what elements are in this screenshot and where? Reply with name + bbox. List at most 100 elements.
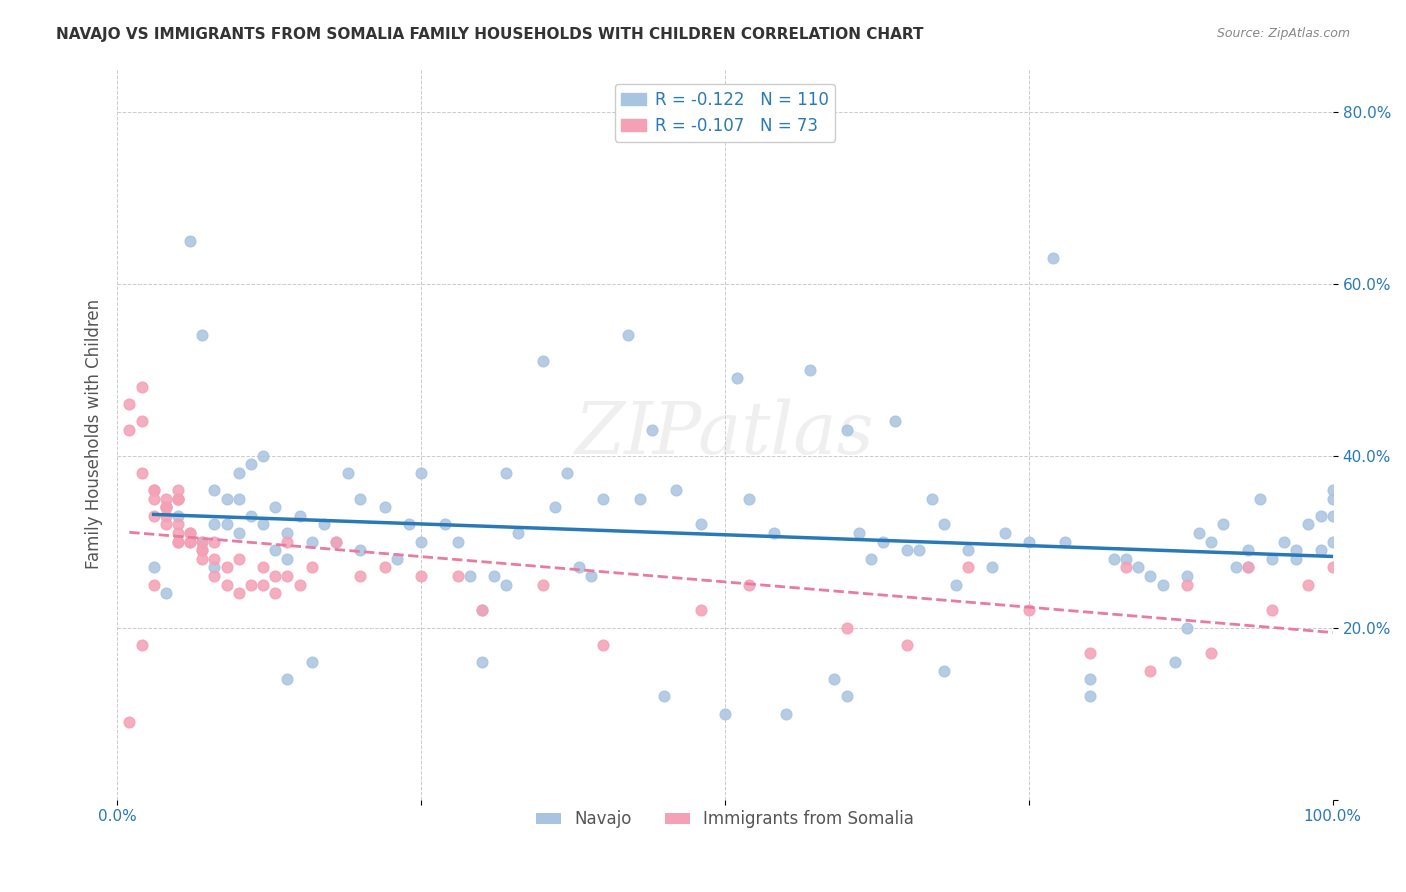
Point xyxy=(374,500,396,515)
Point xyxy=(1261,603,1284,617)
Point xyxy=(471,603,494,617)
Point xyxy=(1078,646,1101,660)
Point xyxy=(471,655,494,669)
Point xyxy=(191,551,214,566)
Point xyxy=(191,543,214,558)
Point xyxy=(799,362,821,376)
Point xyxy=(155,586,177,600)
Point xyxy=(349,491,371,506)
Point xyxy=(835,690,858,704)
Point xyxy=(981,560,1004,574)
Point xyxy=(1164,655,1187,669)
Point xyxy=(179,525,201,540)
Point xyxy=(142,577,165,591)
Point xyxy=(191,328,214,343)
Point xyxy=(1322,508,1344,523)
Point xyxy=(446,569,468,583)
Point xyxy=(131,380,153,394)
Point xyxy=(204,551,226,566)
Point xyxy=(1175,569,1198,583)
Point xyxy=(204,534,226,549)
Point xyxy=(1298,577,1320,591)
Point xyxy=(1261,551,1284,566)
Point xyxy=(252,577,274,591)
Point xyxy=(167,491,190,506)
Point xyxy=(179,534,201,549)
Point xyxy=(239,457,262,471)
Point xyxy=(228,525,250,540)
Point xyxy=(592,638,614,652)
Point xyxy=(495,577,517,591)
Point xyxy=(142,483,165,497)
Point xyxy=(228,551,250,566)
Point xyxy=(908,543,931,558)
Point xyxy=(495,466,517,480)
Point xyxy=(409,569,432,583)
Point xyxy=(191,534,214,549)
Point xyxy=(228,586,250,600)
Point xyxy=(228,491,250,506)
Point xyxy=(1188,525,1211,540)
Point xyxy=(896,638,918,652)
Point xyxy=(714,706,737,721)
Point xyxy=(264,500,287,515)
Point xyxy=(1309,508,1331,523)
Point xyxy=(1225,560,1247,574)
Point xyxy=(204,560,226,574)
Point xyxy=(215,577,238,591)
Point xyxy=(179,525,201,540)
Point xyxy=(118,715,141,730)
Point xyxy=(204,569,226,583)
Point xyxy=(1322,560,1344,574)
Point xyxy=(167,491,190,506)
Point xyxy=(628,491,651,506)
Point xyxy=(1236,560,1258,574)
Point xyxy=(409,534,432,549)
Point xyxy=(1285,543,1308,558)
Point xyxy=(1078,672,1101,686)
Point xyxy=(288,577,311,591)
Point xyxy=(665,483,688,497)
Point xyxy=(1152,577,1174,591)
Point xyxy=(616,328,638,343)
Point xyxy=(1309,543,1331,558)
Point xyxy=(301,560,323,574)
Point xyxy=(1018,534,1040,549)
Point xyxy=(581,569,603,583)
Point xyxy=(531,577,554,591)
Point xyxy=(508,525,530,540)
Point xyxy=(1018,603,1040,617)
Point xyxy=(1285,551,1308,566)
Point xyxy=(264,586,287,600)
Point xyxy=(337,466,360,480)
Point xyxy=(1322,483,1344,497)
Point xyxy=(252,560,274,574)
Point xyxy=(1322,491,1344,506)
Point xyxy=(1298,517,1320,532)
Point xyxy=(555,466,578,480)
Point xyxy=(1078,690,1101,704)
Point xyxy=(823,672,845,686)
Point xyxy=(896,543,918,558)
Point xyxy=(1139,664,1161,678)
Point xyxy=(1212,517,1234,532)
Point xyxy=(1322,534,1344,549)
Point xyxy=(945,577,967,591)
Point xyxy=(276,534,298,549)
Point xyxy=(167,517,190,532)
Point xyxy=(1054,534,1077,549)
Point xyxy=(215,491,238,506)
Point xyxy=(1102,551,1125,566)
Point xyxy=(1128,560,1150,574)
Point xyxy=(167,483,190,497)
Point xyxy=(859,551,882,566)
Point xyxy=(932,517,955,532)
Text: NAVAJO VS IMMIGRANTS FROM SOMALIA FAMILY HOUSEHOLDS WITH CHILDREN CORRELATION CH: NAVAJO VS IMMIGRANTS FROM SOMALIA FAMILY… xyxy=(56,27,924,42)
Point xyxy=(385,551,408,566)
Point xyxy=(835,423,858,437)
Point xyxy=(872,534,894,549)
Point xyxy=(1115,560,1137,574)
Point xyxy=(471,603,494,617)
Point xyxy=(155,500,177,515)
Point xyxy=(1175,621,1198,635)
